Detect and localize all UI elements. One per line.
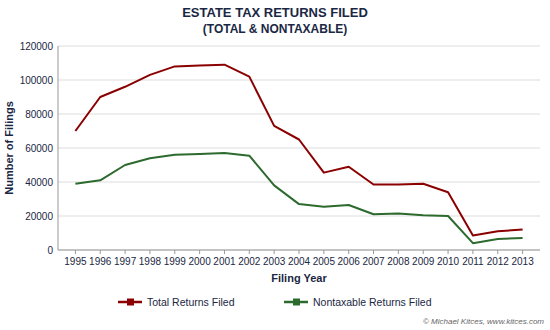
x-tick: [199, 250, 200, 254]
x-tick: [149, 250, 150, 254]
x-tick-label: 2010: [437, 256, 460, 267]
x-tick: [249, 250, 250, 254]
x-tick-label: 2008: [387, 256, 410, 267]
x-tick-label: 2012: [487, 256, 510, 267]
x-tick: [423, 250, 424, 254]
plot-area: [75, 65, 522, 244]
x-tick: [224, 250, 225, 254]
subtitle: (TOTAL & NONTAXABLE): [203, 22, 347, 36]
title: ESTATE TAX RETURNS FILED: [182, 5, 368, 20]
series-line: [75, 65, 522, 236]
x-tick-label: 2003: [263, 256, 286, 267]
y-tick-label: 60000: [25, 143, 53, 154]
x-axis-label: Filing Year: [271, 272, 327, 284]
x-tick-label: 1999: [164, 256, 187, 267]
x-tick: [497, 250, 498, 254]
x-tick: [348, 250, 349, 254]
x-tick-label: 1997: [114, 256, 137, 267]
legend-label: Nontaxable Returns Filed: [313, 296, 432, 308]
x-tick-label: 2004: [288, 256, 311, 267]
grid-line: [58, 80, 540, 81]
x-tick: [75, 250, 76, 254]
x-tick-label: 2000: [188, 256, 211, 267]
grid-line: [58, 216, 540, 217]
x-tick-label: 2005: [313, 256, 336, 267]
x-tick: [373, 250, 374, 254]
x-tick: [323, 250, 324, 254]
x-tick-label: 1995: [64, 256, 87, 267]
y-axis: [58, 46, 59, 250]
x-tick: [174, 250, 175, 254]
x-tick: [100, 250, 101, 254]
y-tick-label: 80000: [25, 109, 53, 120]
x-tick-label: 2002: [238, 256, 261, 267]
y-tick-label: 120000: [20, 41, 54, 52]
x-tick: [299, 250, 300, 254]
legend-label: Total Returns Filed: [147, 296, 235, 308]
x-tick-label: 2011: [462, 256, 484, 267]
x-tick: [125, 250, 126, 254]
x-tick-label: 1998: [139, 256, 162, 267]
grid-line: [58, 46, 540, 47]
chart: ESTATE TAX RETURNS FILED (TOTAL & NONTAXA…: [0, 0, 550, 330]
x-tick-label: 2013: [511, 256, 534, 267]
x-tick: [472, 250, 473, 254]
x-tick: [448, 250, 449, 254]
x-tick-label: 1996: [89, 256, 112, 267]
y-tick-label: 100000: [20, 75, 54, 86]
y-tick-label: 0: [47, 245, 53, 256]
y-axis-label: Number of Filings: [3, 101, 15, 195]
x-tick: [398, 250, 399, 254]
legend-marker: [293, 299, 300, 306]
grid-line: [58, 182, 540, 183]
grid-line: [58, 114, 540, 115]
x-tick-label: 2009: [412, 256, 435, 267]
series-line: [75, 153, 522, 243]
y-tick-label: 40000: [25, 177, 53, 188]
annotation: © Michael Kitces, www.kitces.com: [423, 317, 544, 326]
x-tick-label: 2001: [213, 256, 236, 267]
legend: Total Returns Filed Nontaxable Returns Fi…: [118, 296, 432, 308]
x-axis: [58, 250, 540, 251]
x-tick: [522, 250, 523, 254]
grid-line: [58, 250, 540, 251]
x-tick-label: 2006: [338, 256, 361, 267]
y-tick-label: 20000: [25, 211, 53, 222]
x-tick: [274, 250, 275, 254]
grid-line: [58, 148, 540, 149]
x-tick-label: 2007: [362, 256, 385, 267]
legend-marker: [127, 299, 134, 306]
